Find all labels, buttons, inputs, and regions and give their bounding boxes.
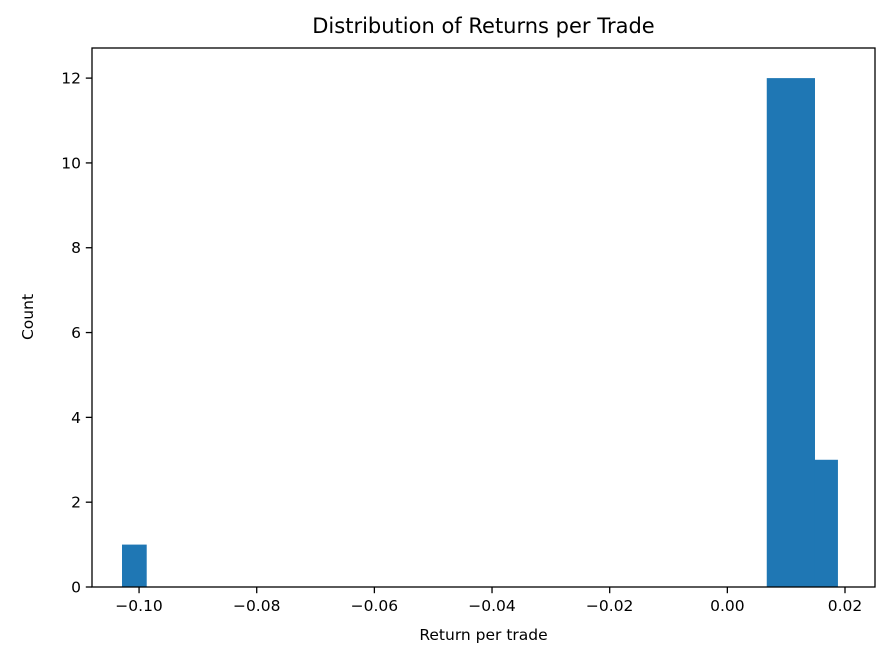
x-tick-label: 0.00 [710,597,745,615]
x-axis-label: Return per trade [419,626,548,644]
x-tick-label: 0.02 [828,597,863,615]
x-tick-label: −0.02 [586,597,634,615]
x-tick-label: −0.08 [233,597,281,615]
x-tick-label: −0.06 [351,597,399,615]
y-tick-label: 4 [71,409,81,427]
plot-spines [91,47,876,588]
histogram-bar [122,544,147,587]
y-tick-label: 6 [71,324,81,342]
x-tick-label: −0.10 [115,597,163,615]
y-tick-label: 0 [71,579,81,597]
y-tick-label: 12 [61,70,81,88]
chart-title: Distribution of Returns per Trade [312,14,655,38]
histogram-bar [814,459,838,587]
y-tick-label: 10 [61,154,81,172]
y-tick-label: 2 [71,494,81,512]
x-tick-label: −0.04 [468,597,516,615]
y-tick-label: 8 [71,239,81,257]
histogram-bar [766,78,815,587]
